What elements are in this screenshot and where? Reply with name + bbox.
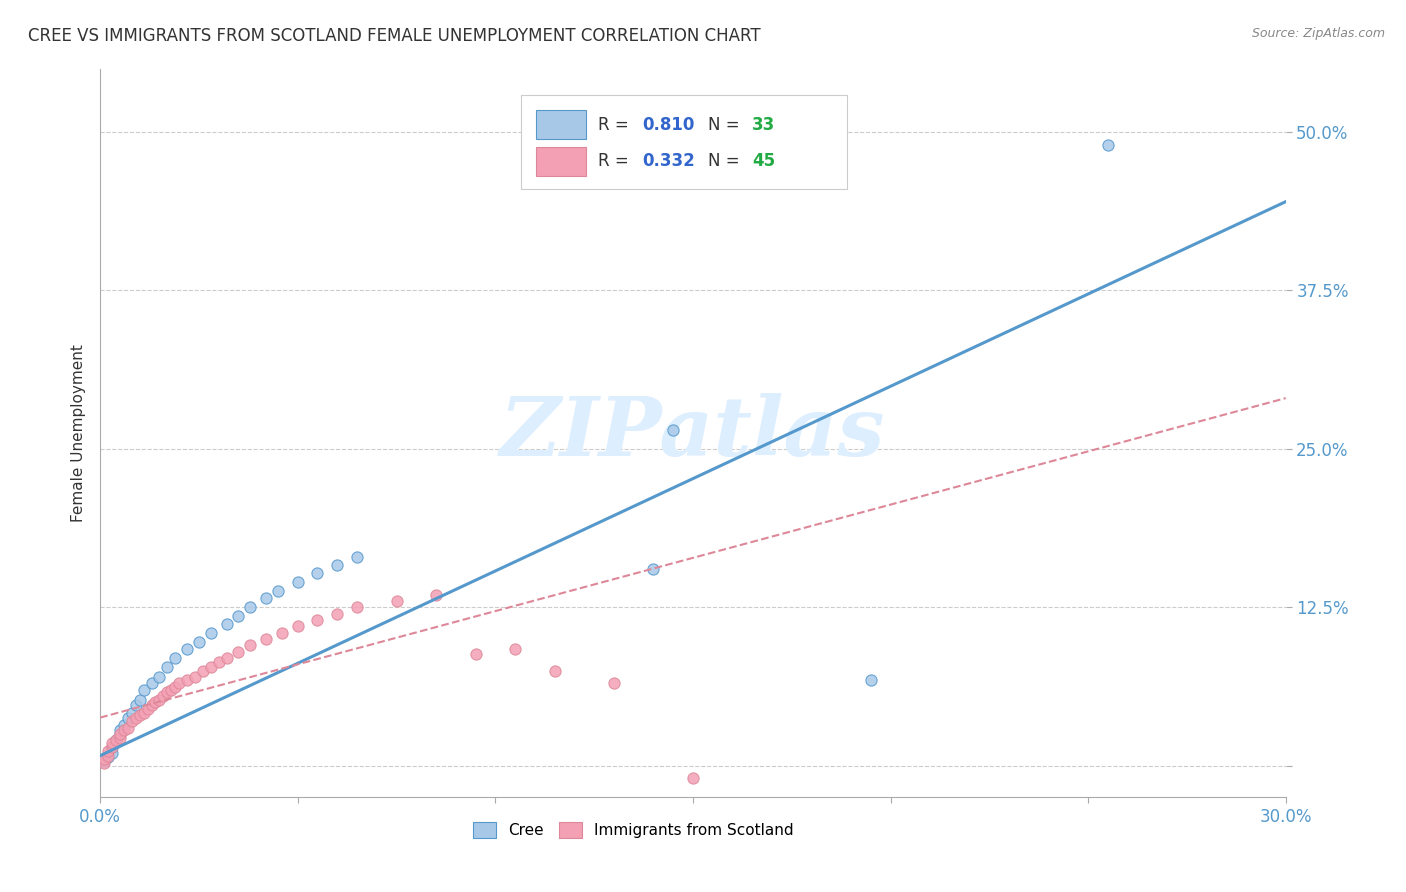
Point <box>187 634 209 648</box>
Point <box>254 632 277 646</box>
Point <box>125 710 148 724</box>
Text: N =: N = <box>709 153 745 170</box>
Point <box>108 727 131 741</box>
Point <box>184 670 207 684</box>
Point <box>152 689 174 703</box>
Point <box>208 655 231 669</box>
Point <box>117 721 139 735</box>
Point <box>132 706 155 720</box>
Text: 0.332: 0.332 <box>643 153 695 170</box>
Point <box>662 423 685 437</box>
Point <box>108 723 131 738</box>
Y-axis label: Female Unemployment: Female Unemployment <box>72 344 86 522</box>
Text: N =: N = <box>709 116 745 134</box>
Point <box>156 685 179 699</box>
Point <box>271 625 294 640</box>
Text: 0.810: 0.810 <box>643 116 695 134</box>
Point <box>156 660 179 674</box>
Point <box>859 673 882 687</box>
Point <box>112 718 135 732</box>
Point <box>136 702 159 716</box>
Point <box>108 727 131 741</box>
Point <box>93 752 115 766</box>
Point <box>346 600 368 615</box>
Point <box>145 695 167 709</box>
Legend: Cree, Immigrants from Scotland: Cree, Immigrants from Scotland <box>467 816 800 845</box>
Point <box>603 676 626 690</box>
Point <box>101 739 124 754</box>
Point <box>97 743 120 757</box>
Point <box>101 746 124 760</box>
Point <box>141 698 163 712</box>
FancyBboxPatch shape <box>537 146 586 176</box>
Point <box>97 748 120 763</box>
Point <box>228 609 250 624</box>
Point <box>385 594 408 608</box>
Point <box>141 676 163 690</box>
Point <box>165 651 187 665</box>
FancyBboxPatch shape <box>537 110 586 139</box>
Point <box>1097 137 1119 152</box>
Point <box>326 607 349 621</box>
Point <box>132 682 155 697</box>
Point <box>128 708 150 723</box>
Text: CREE VS IMMIGRANTS FROM SCOTLAND FEMALE UNEMPLOYMENT CORRELATION CHART: CREE VS IMMIGRANTS FROM SCOTLAND FEMALE … <box>28 27 761 45</box>
Point <box>167 676 190 690</box>
Point <box>643 562 665 576</box>
Text: 45: 45 <box>752 153 775 170</box>
Point <box>117 710 139 724</box>
Point <box>682 772 704 786</box>
Point <box>191 664 214 678</box>
Point <box>239 638 262 652</box>
Point <box>93 756 115 771</box>
Point <box>128 693 150 707</box>
Point <box>326 558 349 573</box>
Point <box>254 591 277 606</box>
Point <box>228 645 250 659</box>
Text: R =: R = <box>598 116 634 134</box>
Point <box>464 647 486 661</box>
Point <box>176 673 198 687</box>
Point <box>121 706 143 720</box>
Point <box>267 583 290 598</box>
Point <box>125 698 148 712</box>
Text: 33: 33 <box>752 116 776 134</box>
Point <box>148 693 170 707</box>
Point <box>101 736 124 750</box>
Point <box>200 660 222 674</box>
Point <box>307 566 329 580</box>
Point <box>346 549 368 564</box>
Point <box>104 733 127 747</box>
Point <box>287 574 309 589</box>
Point <box>176 642 198 657</box>
Point <box>239 600 262 615</box>
Text: R =: R = <box>598 153 634 170</box>
Point <box>104 733 127 747</box>
Point <box>160 682 183 697</box>
Point <box>287 619 309 633</box>
Point <box>121 714 143 729</box>
Point <box>97 750 120 764</box>
Point <box>101 739 124 754</box>
Point <box>200 625 222 640</box>
Point <box>307 613 329 627</box>
Text: ZIPatlas: ZIPatlas <box>501 393 886 473</box>
Point <box>108 731 131 745</box>
Point <box>215 616 238 631</box>
Point <box>503 642 526 657</box>
FancyBboxPatch shape <box>522 95 846 189</box>
Point <box>425 588 447 602</box>
Point <box>543 664 565 678</box>
Point <box>112 723 135 738</box>
Point <box>165 680 187 694</box>
Text: Source: ZipAtlas.com: Source: ZipAtlas.com <box>1251 27 1385 40</box>
Point <box>148 670 170 684</box>
Point <box>215 651 238 665</box>
Point <box>93 754 115 768</box>
